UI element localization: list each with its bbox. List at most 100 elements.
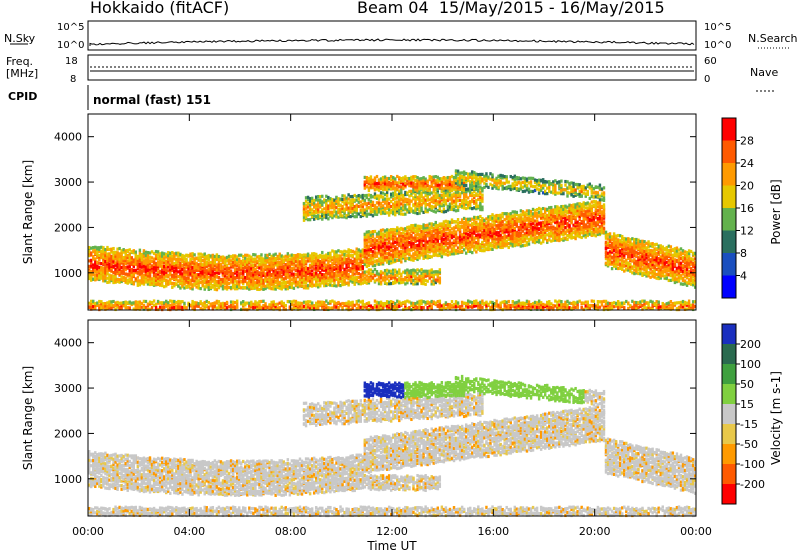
scatter-cell	[252, 270, 255, 274]
scatter-cell	[434, 204, 437, 208]
scatter-cell	[323, 266, 326, 271]
scatter-cell	[462, 186, 466, 190]
freq-panel: 18 8 60 0	[65, 54, 774, 92]
scatter-cell	[426, 242, 429, 246]
scatter-cell	[430, 175, 433, 179]
scatter-cell	[339, 304, 342, 308]
scatter-cell	[351, 300, 354, 304]
scatter-cell	[286, 257, 290, 261]
scatter-cell	[408, 184, 411, 188]
scatter-cell	[442, 246, 446, 250]
scatter-cell	[398, 250, 401, 254]
scatter-cell	[469, 190, 472, 194]
scatter-cell	[357, 256, 360, 260]
scatter-cell	[195, 280, 198, 284]
scatter-cell	[96, 264, 99, 268]
scatter-cell	[114, 303, 117, 307]
scatter-cell	[327, 272, 330, 276]
scatter-cell	[122, 262, 125, 266]
scatter-cell	[258, 276, 261, 281]
scatter-cell	[432, 270, 435, 274]
scatter-cell	[379, 185, 383, 189]
scatter-cell	[442, 207, 446, 211]
scatter-cell	[100, 300, 103, 304]
scatter-cell	[408, 249, 411, 253]
scatter-cell	[377, 303, 381, 307]
scatter-cell	[215, 253, 219, 257]
scatter-cell	[167, 262, 170, 266]
scatter-cell	[464, 240, 468, 244]
scatter-cell	[341, 257, 344, 261]
scatter-cell	[88, 305, 91, 309]
scatter-cell	[479, 300, 482, 304]
scatter-cell	[404, 257, 407, 261]
scatter-cell	[353, 263, 356, 267]
scatter-cell	[458, 187, 462, 191]
scatter-cell	[363, 180, 367, 184]
scatter-cell	[469, 180, 472, 184]
scatter-cell	[110, 303, 113, 307]
scatter-cell	[341, 281, 344, 285]
scatter-cell	[466, 174, 470, 179]
scatter-cell	[138, 265, 142, 269]
scatter-cell	[440, 195, 444, 200]
scatter-cell	[418, 211, 421, 215]
scatter-cell	[359, 200, 362, 204]
scatter-cell	[426, 269, 429, 273]
scatter-cell	[462, 220, 466, 225]
scatter-cell	[217, 254, 221, 259]
scatter-cell	[310, 273, 314, 277]
scatter-cell	[327, 307, 330, 312]
scatter-cell	[286, 254, 290, 258]
scatter-cell	[167, 265, 170, 269]
scatter-cell	[359, 259, 362, 263]
scatter-cell	[369, 230, 373, 234]
scatter-cell	[321, 214, 324, 218]
scatter-cell	[473, 248, 476, 252]
scatter-cell	[430, 199, 433, 204]
scatter-cell	[154, 305, 158, 310]
scatter-cell	[213, 281, 217, 286]
scatter-cell	[314, 209, 318, 213]
scatter-cell	[414, 233, 417, 237]
scatter-cell	[187, 303, 190, 307]
scatter-cell	[412, 282, 415, 286]
scatter-cell	[304, 259, 308, 263]
scatter-cell	[124, 261, 127, 266]
scatter-cell	[156, 270, 160, 274]
scatter-cell	[428, 254, 431, 258]
scatter-cell	[191, 257, 194, 261]
scatter-cell	[260, 271, 263, 275]
scatter-cell	[424, 223, 427, 228]
scatter-cell	[138, 305, 142, 309]
scatter-cell	[442, 248, 446, 252]
scatter-cell	[394, 276, 397, 280]
scatter-cell	[337, 300, 340, 305]
scatter-cell	[308, 273, 312, 277]
scatter-cell	[248, 287, 251, 291]
scatter-cell	[160, 270, 164, 274]
scatter-cell	[213, 279, 217, 283]
scatter-cell	[414, 193, 417, 197]
scatter-cell	[422, 306, 425, 310]
scatter-cell	[310, 269, 314, 273]
scatter-cell	[223, 307, 227, 311]
scatter-cell	[256, 269, 259, 274]
scatter-cell	[406, 306, 409, 311]
scatter-cell	[300, 253, 304, 258]
scatter-cell	[102, 270, 105, 274]
scatter-cell	[424, 269, 427, 273]
scatter-cell	[148, 267, 152, 271]
scatter-cell	[367, 201, 371, 205]
scatter-cell	[341, 260, 344, 265]
scatter-cell	[233, 260, 237, 265]
scatter-cell	[377, 241, 381, 245]
scatter-cell	[414, 208, 417, 212]
scatter-cell	[339, 278, 342, 283]
scatter-cell	[367, 237, 371, 241]
scatter-cell	[392, 244, 395, 248]
scatter-cell	[420, 280, 423, 284]
scatter-cell	[475, 235, 478, 240]
scatter-cell	[475, 242, 478, 246]
scatter-cell	[183, 304, 186, 308]
